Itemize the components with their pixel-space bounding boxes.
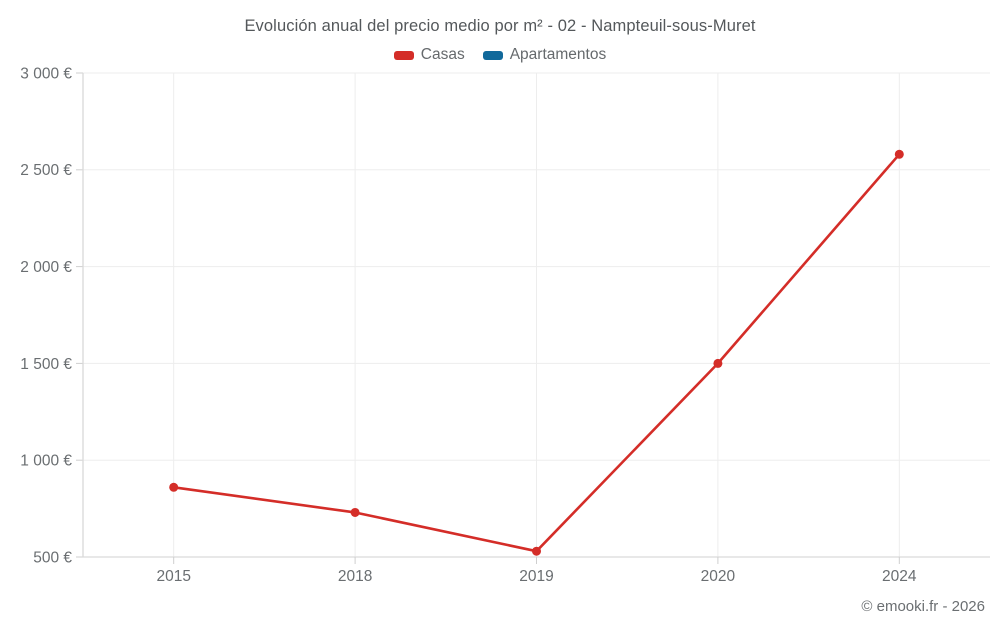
x-tick-label-2018: 2018 — [338, 568, 372, 585]
x-tick-label-2024: 2024 — [882, 568, 917, 585]
legend-item-apartamentos[interactable]: Apartamentos — [482, 46, 607, 64]
x-tick-label-2020: 2020 — [701, 568, 736, 585]
legend-swatch-apartamentos — [482, 50, 503, 60]
data-point-casas-2015[interactable] — [169, 482, 179, 492]
legend-label: Casas — [420, 46, 465, 63]
chart-title: Evolución anual del precio medio por m² … — [244, 17, 756, 35]
data-point-casas-2018[interactable] — [350, 507, 360, 517]
x-tick-label-2015: 2015 — [156, 568, 190, 585]
footer-credit: © emooki.fr - 2026 — [861, 598, 985, 615]
legend-item-casas[interactable]: Casas — [393, 46, 465, 64]
y-tick-label: 3 000 € — [20, 65, 72, 82]
legend: Casas Apartamentos — [0, 46, 1000, 64]
legend-swatch-casas — [393, 50, 414, 60]
x-tick-label-2019: 2019 — [519, 568, 553, 585]
y-tick-label: 2 500 € — [20, 162, 72, 179]
data-point-casas-2020[interactable] — [713, 358, 723, 368]
y-tick-label: 1 500 € — [20, 356, 72, 373]
y-tick-label: 500 € — [33, 549, 72, 566]
y-tick-label: 2 000 € — [20, 259, 72, 276]
data-point-casas-2024[interactable] — [894, 149, 904, 159]
y-tick-label: 1 000 € — [20, 453, 72, 470]
data-point-casas-2019[interactable] — [532, 546, 541, 556]
legend-label: Apartamentos — [509, 46, 607, 63]
